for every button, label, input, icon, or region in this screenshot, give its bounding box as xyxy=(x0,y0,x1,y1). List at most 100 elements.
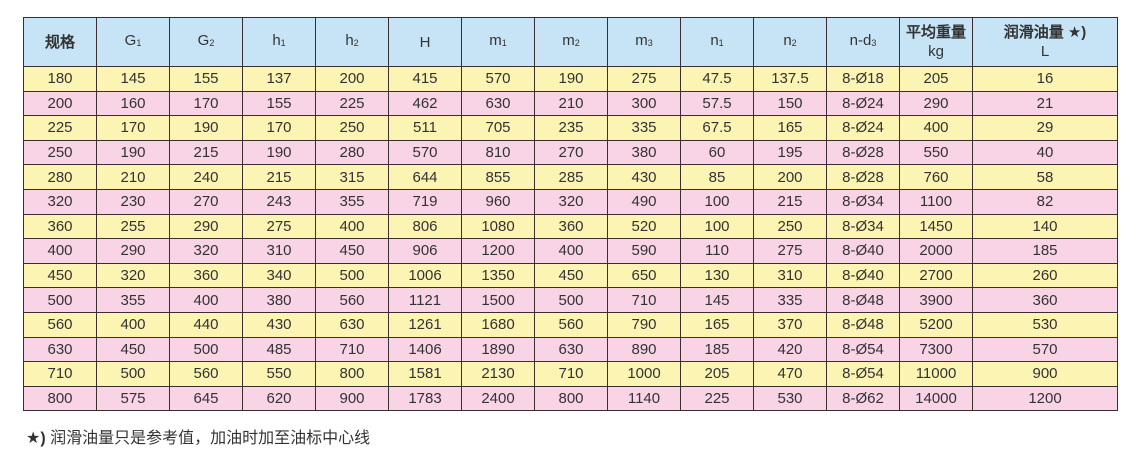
table-row: 400 290 320 310 450 906 1200 400 590 110 275 8-Ø40 2… xyxy=(23,238,1118,264)
table-cell: 215 xyxy=(169,139,243,166)
table-cell: 250 xyxy=(753,213,827,240)
table-cell: 137 xyxy=(242,66,316,92)
table-cell: 170 xyxy=(169,90,243,117)
table-cell: 355 xyxy=(315,188,389,215)
table-cell: 1100 xyxy=(899,188,973,215)
column-header: h2 xyxy=(315,17,389,67)
table-cell: 7300 xyxy=(899,336,973,363)
table-cell: 16 xyxy=(972,66,1118,92)
column-header: G1 xyxy=(96,17,170,67)
header-subscript: 2 xyxy=(791,38,797,48)
footnote: ★) 润滑油量只是参考值，加油时加至油标中心线 xyxy=(26,424,370,448)
table-cell: 11000 xyxy=(899,361,973,387)
header-label: n-d xyxy=(849,32,872,49)
table-cell: 485 xyxy=(242,336,316,363)
table-cell: 243 xyxy=(242,188,316,215)
table-cell: 810 xyxy=(461,139,535,166)
table-cell: 630 xyxy=(461,90,535,117)
table-cell: 575 xyxy=(96,385,170,412)
table-cell: 360 xyxy=(972,287,1118,313)
table-cell: 800 xyxy=(315,361,389,387)
table-cell: 195 xyxy=(753,139,827,166)
table-cell: 900 xyxy=(972,361,1118,387)
table-cell: 550 xyxy=(899,139,973,166)
table-cell: 590 xyxy=(607,238,681,264)
table-cell: 570 xyxy=(461,66,535,92)
header-label: n xyxy=(710,32,719,49)
table-cell: 430 xyxy=(242,311,316,338)
table-cell: 200 xyxy=(753,164,827,190)
table-cell: 8-Ø54 xyxy=(826,336,900,363)
column-header: m3 xyxy=(607,17,681,67)
table-cell: 2700 xyxy=(899,262,973,289)
header-subscript: 3 xyxy=(647,38,653,48)
table-cell: 5200 xyxy=(899,311,973,338)
table-cell: 650 xyxy=(607,262,681,289)
table-cell: 8-Ø54 xyxy=(826,361,900,387)
table-cell: 1000 xyxy=(607,361,681,387)
table-cell: 760 xyxy=(899,164,973,190)
table-cell: 285 xyxy=(534,164,608,190)
header-subscript: 1 xyxy=(718,38,724,48)
column-header: m2 xyxy=(534,17,608,67)
table-cell: 8-Ø24 xyxy=(826,90,900,117)
table-cell: 155 xyxy=(169,66,243,92)
table-cell: 320 xyxy=(169,238,243,264)
table-cell: 360 xyxy=(23,213,97,240)
table-cell: 1350 xyxy=(461,262,535,289)
table-cell: 2000 xyxy=(899,238,973,264)
table-cell: 440 xyxy=(169,311,243,338)
table-cell: 8-Ø34 xyxy=(826,188,900,215)
table-cell: 370 xyxy=(753,311,827,338)
table-cell: 400 xyxy=(169,287,243,313)
table-cell: 1200 xyxy=(972,385,1118,412)
table-cell: 530 xyxy=(753,385,827,412)
header-label: m xyxy=(635,32,648,49)
table-cell: 210 xyxy=(534,90,608,117)
table-cell: 420 xyxy=(753,336,827,363)
table-cell: 900 xyxy=(315,385,389,412)
table-cell: 2400 xyxy=(461,385,535,412)
table-cell: 150 xyxy=(753,90,827,117)
header-subscript: 1 xyxy=(280,38,286,48)
table-cell: 710 xyxy=(534,361,608,387)
header-label: 平均重量 xyxy=(905,24,966,41)
table-cell: 450 xyxy=(96,336,170,363)
column-header: m1 xyxy=(461,17,535,67)
table-cell: 550 xyxy=(242,361,316,387)
table-cell: 360 xyxy=(534,213,608,240)
header-label: 润滑油量 ★) xyxy=(1003,24,1087,41)
table-cell: 400 xyxy=(315,213,389,240)
column-header: 润滑油量 ★) L xyxy=(972,17,1118,67)
header-unit: L xyxy=(1040,43,1050,60)
table-cell: 190 xyxy=(96,139,170,166)
table-cell: 710 xyxy=(315,336,389,363)
table-cell: 190 xyxy=(169,115,243,141)
table-cell: 644 xyxy=(388,164,462,190)
table-cell: 230 xyxy=(96,188,170,215)
table-cell: 200 xyxy=(315,66,389,92)
table-cell: 710 xyxy=(607,287,681,313)
table-cell: 180 xyxy=(23,66,97,92)
table-cell: 400 xyxy=(96,311,170,338)
table-cell: 430 xyxy=(607,164,681,190)
table-row: 360 255 290 275 400 806 1080 360 520 100 250 8-Ø34 1… xyxy=(23,213,1118,240)
table-cell: 40 xyxy=(972,139,1118,166)
table-cell: 275 xyxy=(753,238,827,264)
table-cell: 855 xyxy=(461,164,535,190)
column-header: n1 xyxy=(680,17,754,67)
header-label: m xyxy=(562,32,575,49)
table-cell: 280 xyxy=(23,164,97,190)
table-cell: 906 xyxy=(388,238,462,264)
table-cell: 82 xyxy=(972,188,1118,215)
table-cell: 225 xyxy=(680,385,754,412)
table-cell: 185 xyxy=(972,238,1118,264)
table-cell: 380 xyxy=(242,287,316,313)
table-cell: 290 xyxy=(169,213,243,240)
header-subscript: 2 xyxy=(353,38,359,48)
table-cell: 560 xyxy=(534,311,608,338)
column-header: n-d3 xyxy=(826,17,900,67)
table-cell: 1450 xyxy=(899,213,973,240)
table-cell: 8-Ø18 xyxy=(826,66,900,92)
table-cell: 210 xyxy=(96,164,170,190)
